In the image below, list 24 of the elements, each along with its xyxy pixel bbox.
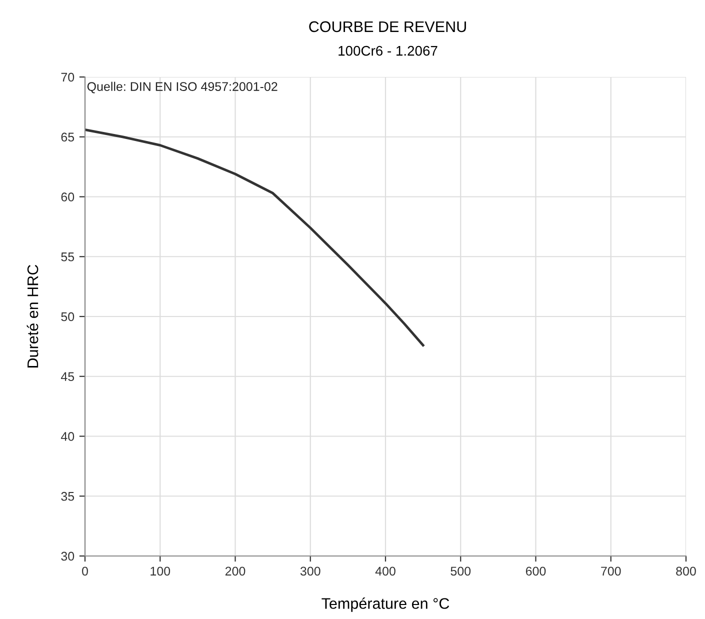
annotation: Quelle: DIN EN ISO 4957:2001-02 [87, 82, 278, 94]
y-tick-label: 65 [61, 132, 74, 142]
y-tick-label: 70 [61, 72, 74, 82]
chart-subtitle: 100Cr6 - 1.2067 [338, 46, 438, 56]
x-tick-label: 300 [300, 566, 320, 576]
y-tick-label: 55 [61, 252, 74, 262]
x-tick-label: 0 [82, 566, 88, 576]
y-tick-label: 40 [60, 432, 74, 441]
line-series [85, 128, 424, 346]
x-tick-label: 700 [601, 566, 621, 576]
y-tick-label: 50 [61, 312, 74, 322]
y-tick-label: 30 [61, 552, 74, 561]
y-tick-label: 60 [61, 192, 74, 202]
x-tick-label: 600 [526, 566, 546, 576]
y-axis-title: Dureté en HRC [26, 264, 38, 368]
x-tick-label: 400 [375, 566, 396, 576]
y-tick-label: 45 [60, 372, 74, 382]
x-axis-title: Température en °C [322, 598, 450, 612]
y-tick-label: 35 [61, 492, 74, 501]
x-tick-label: 500 [450, 566, 471, 576]
x-tick-label: 200 [225, 566, 246, 576]
x-tick-label: 100 [150, 566, 170, 576]
chart-title: COURBE DE REVENU [309, 21, 466, 32]
x-tick-label: 800 [676, 566, 696, 576]
